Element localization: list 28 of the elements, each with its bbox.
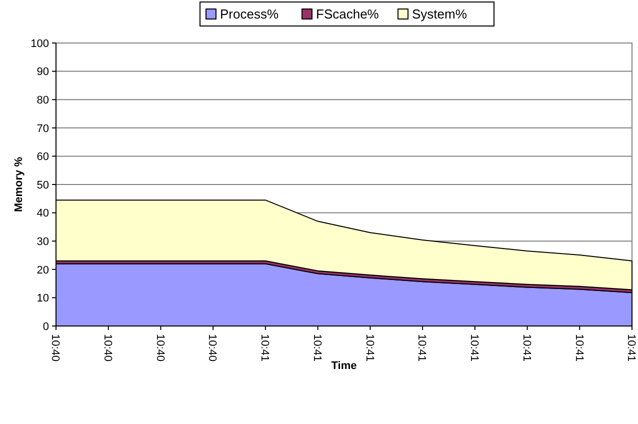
x-tick-label: 10:40 <box>49 334 62 362</box>
x-tick-label: 10:40 <box>102 334 114 362</box>
y-axis-title: Memory % <box>13 156 25 212</box>
legend-label: System% <box>412 6 468 22</box>
y-tick-label: 90 <box>36 66 49 78</box>
y-tick-label: 70 <box>36 122 49 135</box>
x-tick-label: 10:41 <box>572 334 585 362</box>
x-tick-label: 10:41 <box>310 334 323 362</box>
x-tick-label: 10:41 <box>416 334 428 362</box>
y-tick-label: 80 <box>36 94 49 106</box>
y-tick-label: 100 <box>30 38 49 50</box>
y-tick-label: 50 <box>36 179 49 192</box>
x-tick-label: 10:41 <box>520 334 532 362</box>
x-tick-label: 10:41 <box>468 334 480 362</box>
x-tick-label: 10:41 <box>258 334 271 362</box>
y-tick-label: 30 <box>36 236 49 248</box>
y-tick-label: 60 <box>36 151 49 164</box>
x-axis-title: Time <box>331 360 357 372</box>
y-tick-label: 20 <box>36 264 49 276</box>
legend-label: Process% <box>220 6 279 22</box>
x-tick-label: 10:41 <box>625 334 638 362</box>
x-tick-label: 10:40 <box>154 334 166 362</box>
y-tick-label: 10 <box>36 292 49 305</box>
x-tick-label: 10:40 <box>206 334 218 362</box>
y-tick-label: 0 <box>42 320 49 333</box>
legend-label: FScache% <box>316 6 380 22</box>
y-tick-label: 40 <box>36 208 49 220</box>
x-tick-label: 10:41 <box>363 334 376 362</box>
